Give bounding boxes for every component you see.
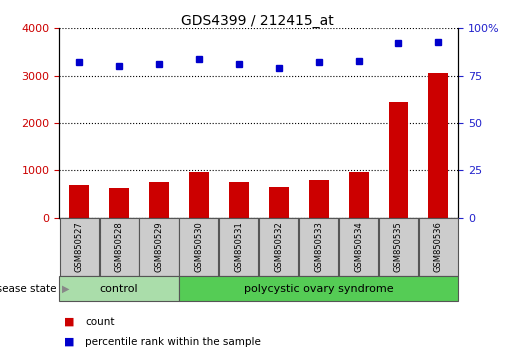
Bar [419,218,458,276]
Text: polycystic ovary syndrome: polycystic ovary syndrome [244,284,393,293]
Bar [259,218,298,276]
Bar [149,182,169,218]
Text: GSM850527: GSM850527 [75,222,83,272]
Text: GSM850533: GSM850533 [314,222,323,272]
Bar [59,276,179,301]
Bar [99,218,139,276]
Bar [299,218,338,276]
Bar [69,184,89,218]
Text: GSM850532: GSM850532 [274,222,283,272]
Bar [229,182,249,218]
Bar [219,218,259,276]
Bar [428,73,449,218]
Text: disease state: disease state [0,284,57,293]
Text: percentile rank within the sample: percentile rank within the sample [85,337,261,347]
Bar [140,218,179,276]
Bar [308,180,329,218]
Bar [109,188,129,218]
Bar [179,218,218,276]
Bar [379,218,418,276]
Bar [349,172,369,218]
Bar [189,172,209,218]
Text: ■: ■ [64,317,75,327]
Text: GSM850531: GSM850531 [234,222,243,272]
Text: GSM850530: GSM850530 [195,222,203,272]
Bar [179,276,458,301]
Text: GSM850534: GSM850534 [354,222,363,272]
Text: GSM850528: GSM850528 [115,222,124,272]
Bar [60,218,99,276]
Text: GSM850535: GSM850535 [394,222,403,272]
Text: ■: ■ [64,337,75,347]
Text: ▶: ▶ [62,284,70,293]
Text: GSM850536: GSM850536 [434,222,443,272]
Text: control: control [100,284,139,293]
Bar [269,187,289,218]
Text: GDS4399 / 212415_at: GDS4399 / 212415_at [181,14,334,28]
Text: count: count [85,317,114,327]
Bar [339,218,378,276]
Text: GSM850529: GSM850529 [154,222,163,272]
Bar [388,102,408,218]
